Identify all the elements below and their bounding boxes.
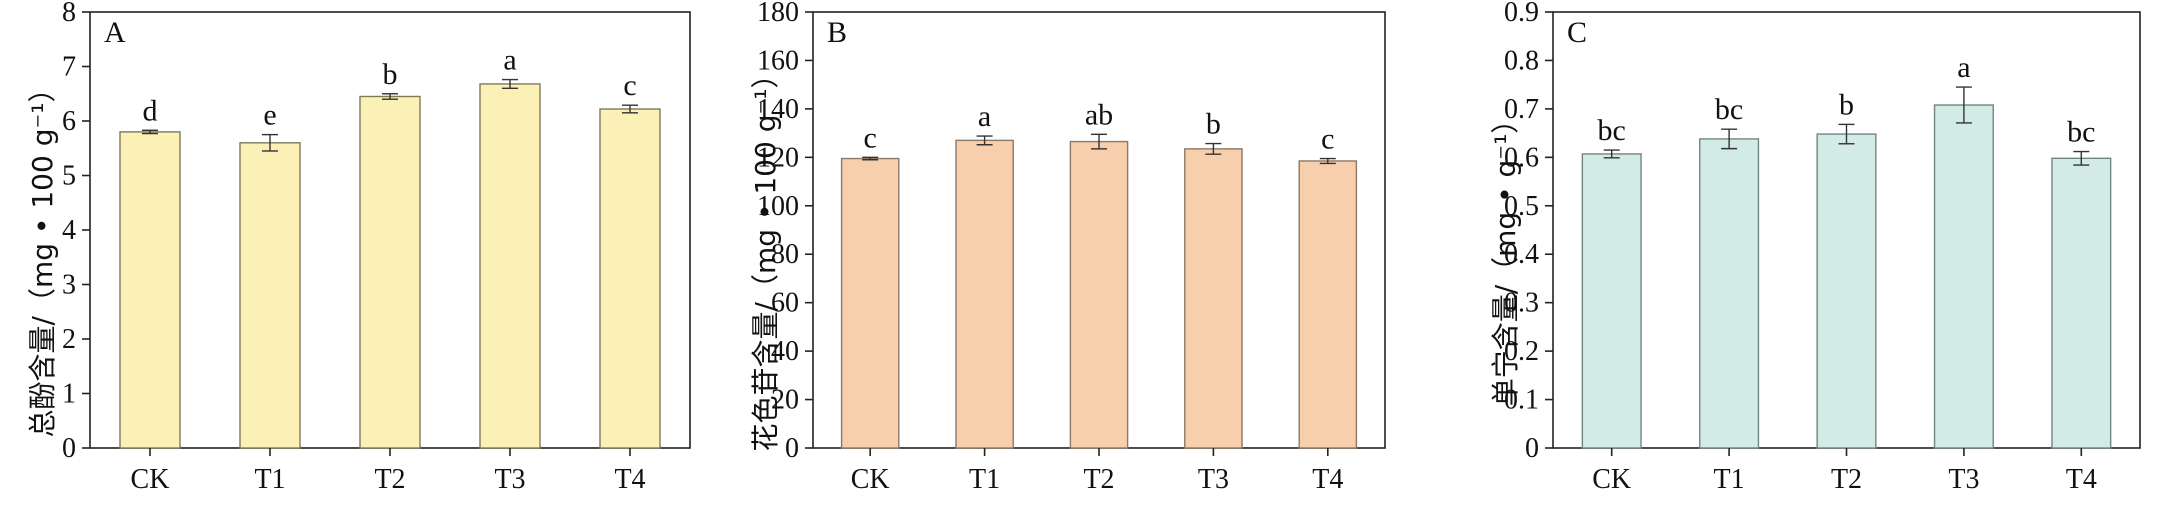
panel-a-x-tick-label: T3 — [494, 464, 525, 495]
panel-a-y-axis-label: 总酚含量/（mg • 100 g⁻¹） — [26, 75, 59, 438]
panel-b-x-tick-label: CK — [851, 464, 890, 495]
panel-a-significance-label: a — [503, 44, 516, 77]
panel-c-significance-label: bc — [1715, 93, 1743, 126]
panel-a-y-tick-label: 6 — [62, 106, 76, 137]
panel-a-y-tick-label: 2 — [62, 324, 76, 355]
panel-b-x-tick-label: T3 — [1198, 464, 1229, 495]
panel-c-y-tick-label: 0.7 — [1504, 94, 1539, 125]
panel-c: 单宁含量/（mg • g⁻¹） — [1489, 106, 1522, 407]
panel-b-significance-label: c — [864, 121, 877, 154]
panel-a-plot: 0 1 2 3 4 5 6 7 8 CK d T1 e T2 b T3 a T4 c A — [62, 0, 691, 495]
panel-b-plot: 0 20 40 60 80 100 120 140 160 180 CK c T1 a T2 ab T3 b T4 c… — [757, 0, 1386, 495]
panel-b: 花色苷含量/（mg • 100 g⁻¹） — [749, 61, 782, 452]
panel-c-x-tick-label: CK — [1592, 464, 1631, 495]
panel-a-bar — [239, 142, 301, 449]
panel-c-y-tick-label: 0 — [1525, 433, 1539, 464]
panel-c-bar — [1699, 138, 1760, 449]
panel-c-significance-label: b — [1839, 88, 1854, 121]
panel-b-x-tick-label: T1 — [969, 464, 1000, 495]
panel-c-y-tick-label: 0.3 — [1504, 288, 1539, 319]
panel-c-x-tick-label: T1 — [1714, 464, 1745, 495]
panel-b-y-tick-label: 120 — [757, 142, 799, 173]
panel-b-x-tick-label: T2 — [1083, 464, 1114, 495]
panel-a-bar — [119, 131, 181, 449]
panel-b-bar — [1069, 140, 1129, 449]
panel-c-y-tick-label: 0.5 — [1504, 191, 1539, 222]
panel-b-y-tick-label: 60 — [771, 288, 799, 319]
panel-a-y-tick-label: 0 — [62, 433, 76, 464]
panel-a-significance-label: c — [623, 69, 636, 102]
panel-a: 总酚含量/（mg • 100 g⁻¹） — [26, 75, 59, 438]
panel-b-x-tick-label: T4 — [1312, 464, 1343, 495]
panel-c-y-tick-label: 0.8 — [1504, 45, 1539, 76]
panel-b-y-tick-label: 160 — [757, 45, 799, 76]
panel-a-x-tick-label: T4 — [614, 464, 645, 495]
panel-a-y-tick-label: 5 — [62, 161, 76, 192]
panel-a-x-tick-label: T2 — [374, 464, 405, 495]
panel-a-bar — [599, 108, 661, 449]
panel-a-bar — [479, 83, 541, 449]
panel-c-x-tick-label: T2 — [1831, 464, 1862, 495]
panel-b-bar — [1298, 160, 1358, 449]
panel-a-x-tick-label: CK — [131, 464, 170, 495]
panel-a-bar — [359, 95, 421, 449]
panel-c-bar — [1816, 133, 1877, 449]
panel-b-significance-label: c — [1321, 123, 1334, 156]
panel-a-letter: A — [104, 16, 126, 49]
panel-c-significance-label: a — [1957, 51, 1970, 84]
panel-a-y-tick-label: 8 — [62, 0, 76, 28]
panel-c-y-tick-label: 0.6 — [1504, 142, 1539, 173]
panel-a-y-tick-label: 7 — [62, 52, 76, 83]
panel-c-bar — [1933, 104, 1994, 449]
panel-c-y-tick-label: 0.9 — [1504, 0, 1539, 28]
panel-b-y-tick-label: 140 — [757, 94, 799, 125]
panel-c-bar — [2051, 157, 2112, 449]
panel-b-y-tick-label: 0 — [785, 433, 799, 464]
panel-c-y-tick-label: 0.1 — [1504, 385, 1539, 416]
panel-a-y-tick-label: 4 — [62, 215, 76, 246]
panel-b-letter: B — [827, 16, 847, 49]
panel-c-plot: 0 0.1 0.2 0.3 0.4 0.5 0.6 0.7 0.8 0.9 CK bc T1 bc T2 b T… — [1504, 0, 2141, 495]
panel-a-x-tick-label: T1 — [254, 464, 285, 495]
panel-c-y-tick-label: 0.2 — [1504, 336, 1539, 367]
panel-c-x-tick-label: T4 — [2066, 464, 2097, 495]
panel-b-significance-label: ab — [1085, 98, 1113, 131]
panel-b-y-axis-label: 花色苷含量/（mg • 100 g⁻¹） — [749, 61, 782, 452]
panel-b-bar — [955, 139, 1014, 449]
panel-c-letter: C — [1567, 16, 1587, 49]
panel-b-significance-label: a — [978, 100, 991, 133]
panel-c-significance-label: bc — [1598, 114, 1626, 147]
panel-b-y-tick-label: 20 — [771, 385, 799, 416]
panel-a-y-tick-label: 1 — [62, 379, 76, 410]
panel-b-bar — [840, 157, 900, 449]
panel-c-y-axis-label: 单宁含量/（mg • g⁻¹） — [1489, 106, 1522, 407]
panel-b-y-tick-label: 180 — [757, 0, 799, 28]
panel-a-y-tick-label: 3 — [62, 270, 76, 301]
panel-b-y-tick-label: 100 — [757, 191, 799, 222]
panel-a-significance-label: b — [383, 58, 398, 91]
panel-c-bar — [1581, 153, 1642, 449]
panel-c-significance-label: bc — [2067, 116, 2095, 149]
panel-b-y-tick-label: 40 — [771, 336, 799, 367]
panel-b-y-tick-label: 80 — [771, 239, 799, 270]
panel-a-significance-label: d — [143, 94, 158, 127]
panel-a-significance-label: e — [263, 99, 276, 132]
panel-b-significance-label: b — [1206, 108, 1221, 141]
panel-c-y-tick-label: 0.4 — [1504, 239, 1539, 270]
panel-b-bar — [1184, 148, 1243, 449]
panel-c-x-tick-label: T3 — [1948, 464, 1979, 495]
